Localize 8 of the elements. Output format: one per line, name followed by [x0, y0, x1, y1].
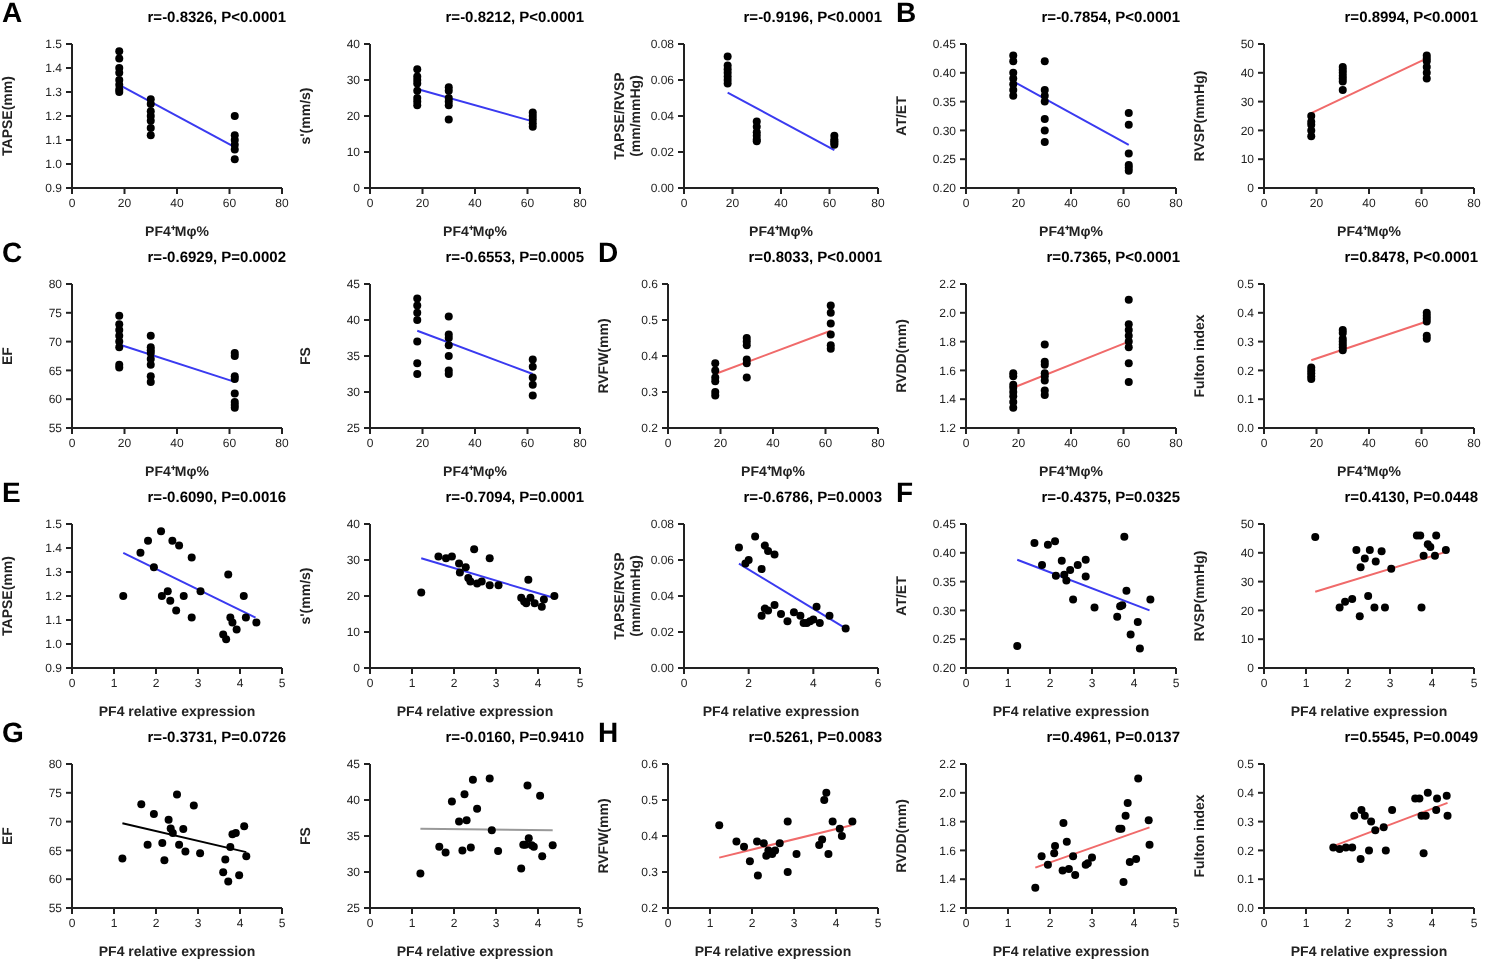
text: E	[2, 476, 21, 508]
text: H	[598, 716, 619, 748]
text: G	[2, 716, 24, 748]
text: D	[598, 236, 619, 268]
text: C	[2, 236, 23, 268]
text: F	[896, 476, 914, 508]
text: B	[896, 0, 917, 28]
text: A	[2, 0, 23, 28]
